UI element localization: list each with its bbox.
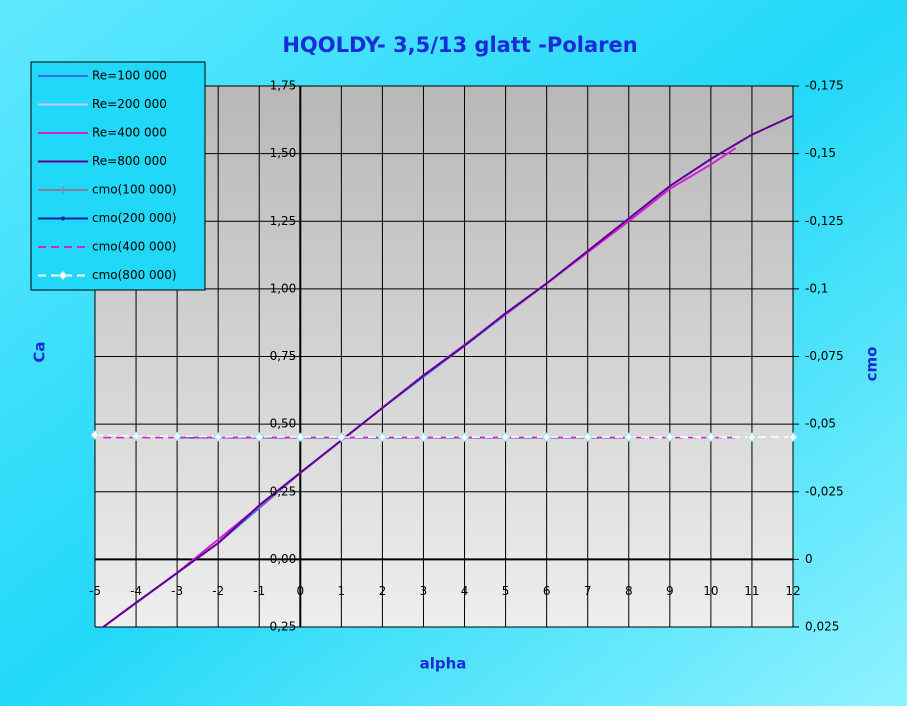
legend-box (30, 61, 206, 291)
legend-label: Re=800 000 (92, 154, 167, 168)
marker (788, 432, 798, 442)
y2-tick-label: 0,025 (805, 620, 839, 634)
marker (582, 432, 593, 442)
marker (90, 430, 100, 440)
legend-label: Re=200 000 (92, 97, 167, 111)
x-tick-label: 7 (584, 584, 592, 598)
y-tick-label: 1,25 (270, 214, 297, 228)
x-tick-label: 3 (420, 584, 428, 598)
series-line (102, 114, 794, 628)
x-tick-label: -3 (171, 584, 183, 598)
x-tick-label: -1 (253, 584, 265, 598)
y-tick-label: -0,25 (265, 620, 296, 634)
marker (213, 432, 223, 442)
x-tick-label: 6 (543, 584, 551, 598)
y2-tick-label: 0 (805, 552, 813, 566)
x-tick-label: 5 (502, 584, 510, 598)
y2-tick-label: -0,075 (805, 349, 844, 363)
x-tick-label: 4 (461, 584, 469, 598)
marker (541, 432, 552, 442)
x-tick-label: -5 (89, 584, 101, 598)
x-tick-label: 2 (379, 584, 387, 598)
marker (336, 432, 347, 442)
legend-label: Re=400 000 (92, 126, 167, 140)
marker (131, 431, 141, 442)
y-tick-label: 1,75 (270, 79, 297, 93)
x-tick-label: -4 (130, 584, 142, 598)
marker (58, 270, 68, 281)
x-tick-label: 1 (338, 584, 346, 598)
y2-tick-label: -0,05 (805, 417, 836, 431)
marker (295, 432, 306, 442)
legend-label: cmo(800 000) (92, 268, 177, 282)
chart-title: HQOLDY- 3,5/13 glatt -Polaren (282, 33, 637, 57)
y2-tick-label: -0,025 (805, 484, 844, 498)
y-axis-title: Ca (31, 341, 49, 362)
x-tick-label: 11 (744, 584, 759, 598)
legend-label: Re=100 000 (92, 69, 167, 83)
x-tick-label: 12 (785, 584, 800, 598)
y-tick-label: 0,25 (270, 484, 297, 498)
y2-tick-label: -0,1 (805, 281, 828, 295)
y-tick-label: 0,75 (270, 349, 297, 363)
x-tick-label: 0 (296, 584, 304, 598)
legend-label: cmo(100 000) (92, 183, 177, 197)
y2-tick-label: -0,175 (805, 79, 844, 93)
y2-tick-label: -0,125 (805, 214, 844, 228)
y-tick-label: 0,50 (270, 417, 297, 431)
y-tick-label: 0,00 (270, 552, 297, 566)
x-axis-title: alpha (420, 655, 467, 673)
legend-label: cmo(400 000) (92, 240, 177, 254)
x-tick-label: 8 (625, 584, 633, 598)
legend-label: cmo(200 000) (92, 211, 177, 225)
marker (59, 186, 67, 194)
marker (172, 431, 182, 442)
marker (500, 432, 511, 442)
x-tick-label: -2 (212, 584, 224, 598)
marker (377, 432, 388, 442)
marker (665, 432, 675, 442)
y2-axis-title: cmo (863, 347, 881, 382)
marker (418, 432, 429, 442)
y-tick-label: 1,50 (270, 146, 297, 160)
marker (747, 432, 757, 442)
marker (459, 432, 470, 442)
y2-tick-label: -0,15 (805, 146, 836, 160)
marker (624, 432, 634, 442)
x-tick-label: 9 (666, 584, 674, 598)
marker (706, 432, 716, 442)
marker (61, 216, 65, 221)
marker (254, 432, 264, 442)
y-tick-label: 1,00 (270, 281, 297, 295)
x-tick-label: 10 (703, 584, 718, 598)
